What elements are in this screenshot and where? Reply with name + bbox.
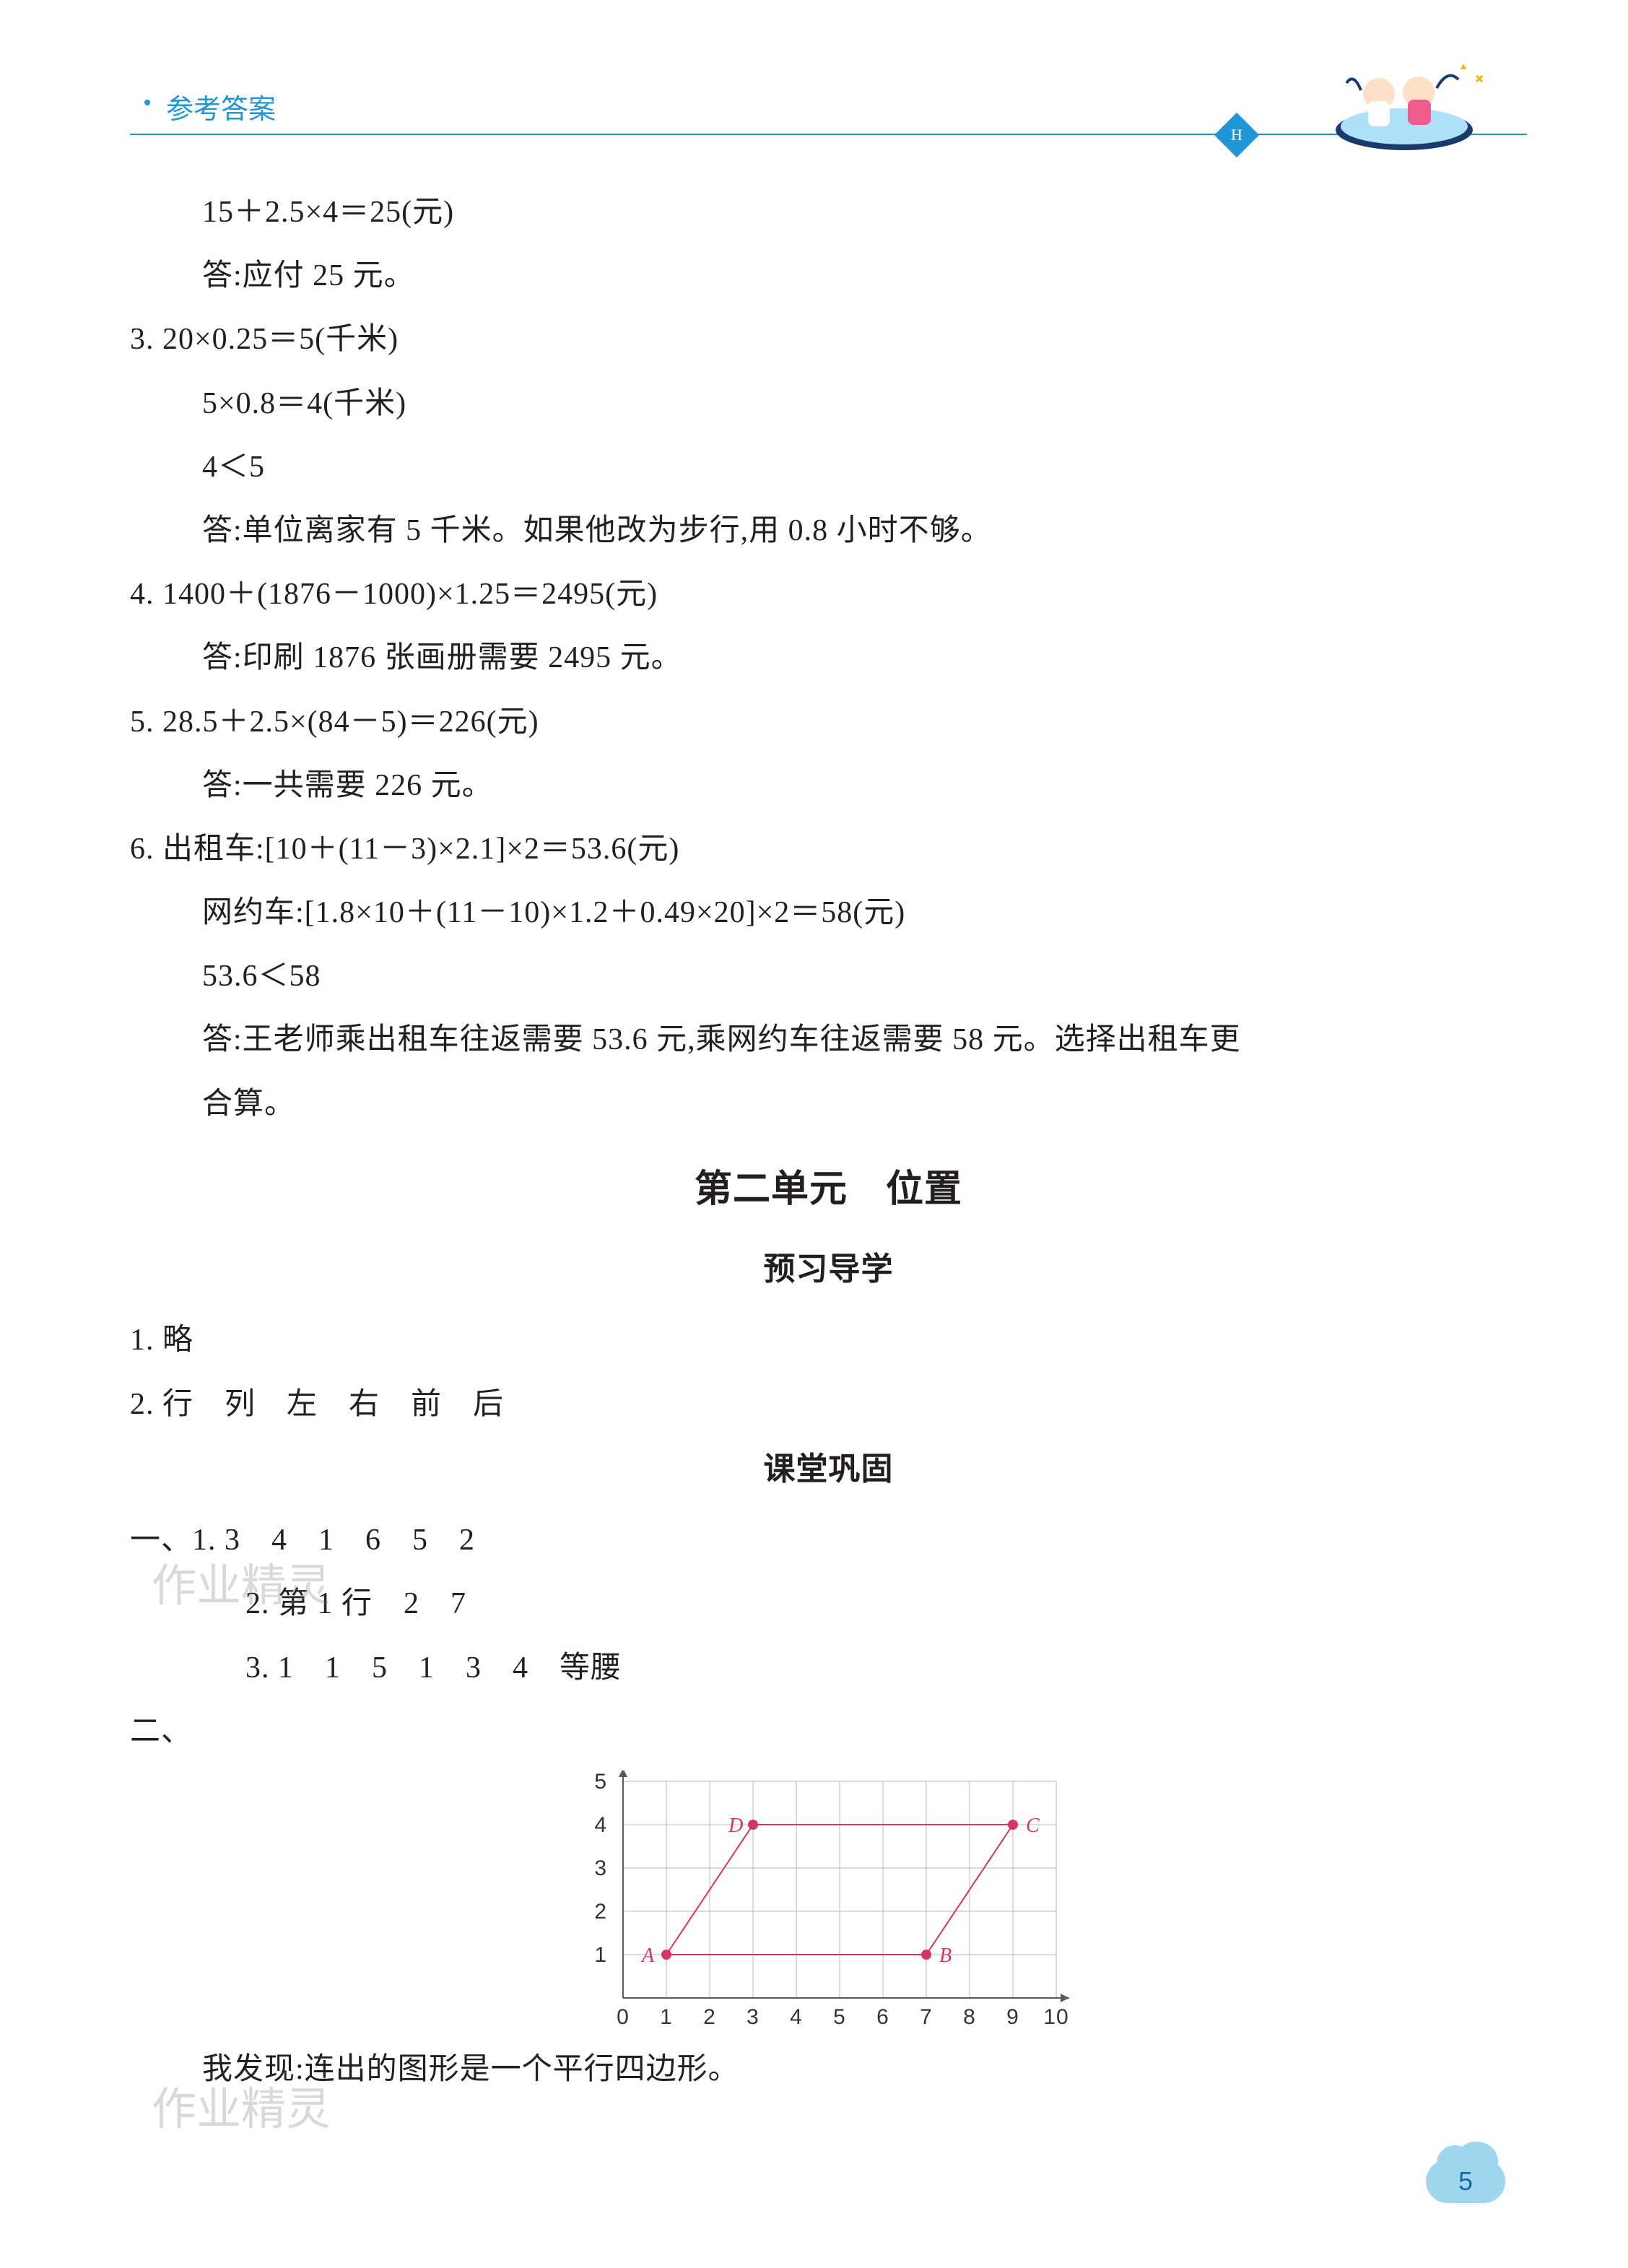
svg-text:5: 5 <box>594 1770 607 1794</box>
svg-text:B: B <box>939 1945 952 1967</box>
text-line: 答:应付 25 元。 <box>130 244 1527 308</box>
text-line: 2. 第 1 行 2 7 <box>130 1572 1527 1635</box>
header-badge-letter: H <box>1231 126 1242 144</box>
text-line: 一、1. 3 4 1 6 5 2 <box>130 1508 1527 1572</box>
page-number: 5 <box>1458 2166 1473 2197</box>
text-line: 4. 1400＋(1876－1000)×1.25＝2495(元) <box>130 562 1527 626</box>
svg-text:A: A <box>640 1945 655 1967</box>
text-line: 网约车:[1.8×10＋(11－10)×1.2＋0.49×20]×2＝58(元) <box>130 881 1527 944</box>
svg-text:1: 1 <box>660 2005 673 2029</box>
page-header: 参考答案 H <box>130 72 1527 159</box>
text-line: 2. 行 列 左 右 前 后 <box>130 1373 1527 1436</box>
text-line: 答:王老师乘出租车往返需要 53.6 元,乘网约车往返需要 58 元。选择出租车… <box>130 1008 1527 1072</box>
svg-text:8: 8 <box>963 2005 976 2029</box>
text-line: 5. 28.5＋2.5×(84－5)＝226(元) <box>130 690 1527 754</box>
header-title: 参考答案 <box>166 87 276 126</box>
svg-text:3: 3 <box>746 2005 759 2029</box>
svg-text:6: 6 <box>876 2005 889 2029</box>
header-cartoon-icon <box>1296 58 1498 152</box>
text-line: 53.6＜58 <box>130 944 1527 1008</box>
svg-text:10: 10 <box>1043 2005 1068 2029</box>
text-line: 合算。 <box>130 1072 1527 1136</box>
svg-text:9: 9 <box>1006 2005 1019 2029</box>
text-line: 3. 20×0.25＝5(千米) <box>130 308 1527 371</box>
svg-text:2: 2 <box>594 1900 607 1924</box>
svg-text:4: 4 <box>790 2005 803 2029</box>
chart-container: 0 1 2 3 4 5 6 7 8 9 10 1 2 3 4 5 A B C D <box>130 1770 1527 2038</box>
svg-text:D: D <box>728 1815 744 1837</box>
svg-text:3: 3 <box>594 1856 607 1880</box>
content-body: 15＋2.5×4＝25(元) 答:应付 25 元。 3. 20×0.25＝5(千… <box>130 181 1527 2101</box>
parallelogram-chart: 0 1 2 3 4 5 6 7 8 9 10 1 2 3 4 5 A B C D <box>580 1770 1078 2038</box>
text-line: 1. 略 <box>130 1308 1527 1372</box>
text-line: 答:一共需要 226 元。 <box>130 754 1527 817</box>
svg-text:1: 1 <box>594 1943 607 1967</box>
subsection-title: 课堂巩固 <box>130 1436 1527 1503</box>
text-line: 答:单位离家有 5 千米。如果他改为步行,用 0.8 小时不够。 <box>130 499 1527 562</box>
svg-text:4: 4 <box>594 1813 607 1837</box>
svg-text:7: 7 <box>920 2005 933 2029</box>
text-line: 4＜5 <box>130 435 1527 499</box>
header-dot-icon <box>144 100 150 105</box>
text-line: 5×0.8＝4(千米) <box>130 372 1527 435</box>
text-line: 我发现:连出的图形是一个平行四边形。 <box>130 2038 1527 2101</box>
svg-text:C: C <box>1026 1815 1040 1837</box>
text-line: 15＋2.5×4＝25(元) <box>130 181 1527 244</box>
svg-text:5: 5 <box>833 2005 846 2029</box>
text-line: 二、 <box>130 1700 1527 1763</box>
header-badge-icon: H <box>1214 113 1259 157</box>
svg-text:2: 2 <box>703 2005 716 2029</box>
text-line: 答:印刷 1876 张画册需要 2495 元。 <box>130 626 1527 690</box>
svg-text:0: 0 <box>617 2005 630 2029</box>
text-line: 3. 1 1 5 1 3 4 等腰 <box>130 1636 1527 1700</box>
subsection-title: 预习导学 <box>130 1236 1527 1303</box>
section-title: 第二单元 位置 <box>130 1150 1527 1229</box>
page-number-badge: 5 <box>1426 2152 1505 2210</box>
text-line: 6. 出租车:[10＋(11－3)×2.1]×2＝53.6(元) <box>130 817 1527 881</box>
